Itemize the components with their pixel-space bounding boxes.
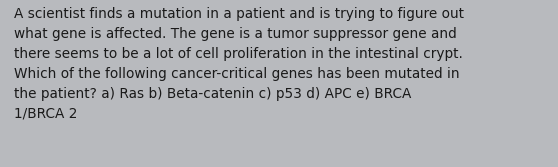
Text: A scientist finds a mutation in a patient and is trying to figure out
what gene : A scientist finds a mutation in a patien… bbox=[14, 7, 464, 121]
